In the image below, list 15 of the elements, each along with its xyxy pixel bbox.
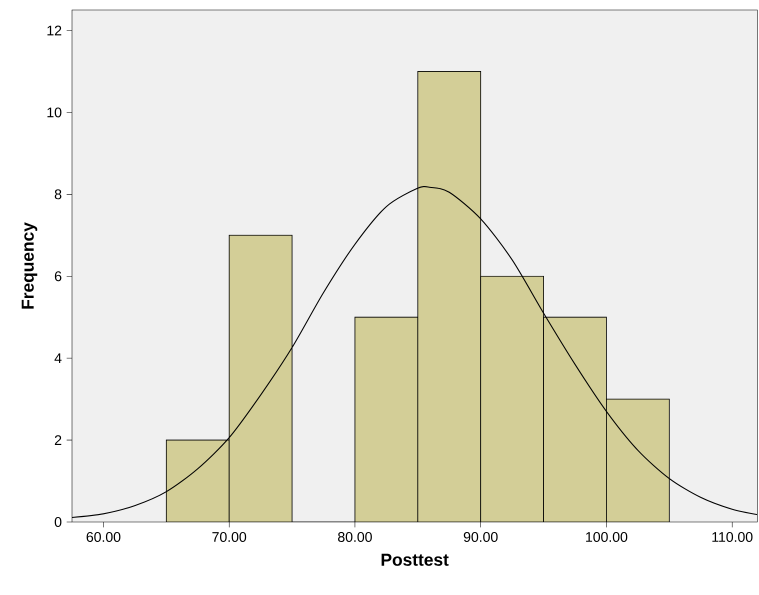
y-tick-label: 6: [54, 271, 62, 282]
y-axis-title: Frequency: [22, 222, 38, 309]
x-tick-label: 80.00: [338, 532, 372, 542]
y-tick-label: 10: [47, 107, 62, 118]
y-tick-label: 2: [54, 435, 62, 445]
y-tick-label: 8: [54, 189, 62, 200]
x-tick-label: 90.00: [464, 532, 498, 542]
y-tick-label: 12: [47, 26, 62, 36]
x-tick-label: 70.00: [212, 532, 246, 542]
x-tick-label: 110.00: [712, 532, 753, 542]
x-tick-label: 60.00: [86, 532, 120, 542]
x-tick-label: 100.00: [586, 532, 628, 542]
x-axis-title: Posttest: [382, 554, 449, 566]
y-tick-label: 0: [54, 517, 62, 527]
y-tick-label: 4: [54, 353, 62, 363]
